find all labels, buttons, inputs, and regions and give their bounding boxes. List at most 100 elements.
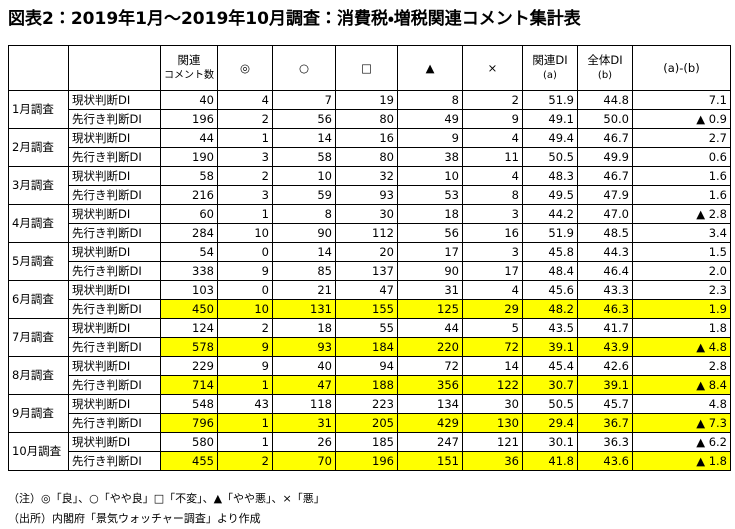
- value-cell: 10: [397, 166, 463, 186]
- header-text: コメント数: [164, 70, 214, 81]
- value-cell: 125: [397, 299, 463, 319]
- value-cell: 45.8: [522, 242, 578, 262]
- note-line: （出所）内閣府「景気ウォッチャー調査」より作成: [8, 512, 261, 525]
- value-cell: 220: [397, 337, 463, 357]
- value-cell: 70: [272, 451, 336, 471]
- value-cell: 11: [462, 147, 523, 167]
- value-cell: 9: [397, 128, 463, 148]
- value-cell: 2.3: [632, 280, 731, 300]
- value-cell: 796: [160, 413, 218, 433]
- value-cell: 7: [272, 90, 336, 110]
- value-cell: 0.6: [632, 147, 731, 167]
- value-cell: 16: [462, 223, 523, 243]
- value-cell: 190: [160, 147, 218, 167]
- value-cell: 4: [462, 128, 523, 148]
- row-label: 先行き判断DI: [68, 337, 161, 357]
- value-cell: 36: [462, 451, 523, 471]
- value-cell: 80: [335, 147, 398, 167]
- value-cell: 56: [272, 109, 336, 129]
- value-cell: 47: [335, 280, 398, 300]
- value-cell: 8: [272, 204, 336, 224]
- value-cell: 45.4: [522, 356, 578, 376]
- value-cell: 30.1: [522, 432, 578, 452]
- table: 関連 コメント数 ◎ ○ □ ▲ × 関連DI (a) 全体DI (b) (a)-(b) 1月調査 現状判…: [8, 45, 731, 471]
- row-label: 先行き判断DI: [68, 223, 161, 243]
- value-cell: 14: [272, 128, 336, 148]
- header-text: 関連: [177, 53, 201, 67]
- row-label: 先行き判断DI: [68, 147, 161, 167]
- value-cell: 40: [160, 90, 218, 110]
- value-cell: 36.3: [577, 432, 633, 452]
- value-cell: 155: [335, 299, 398, 319]
- value-cell: 46.3: [577, 299, 633, 319]
- data-row: 7月調査 現状判断DI 124 2 18 55 44 5 43.5 41.7 1.8: [8, 318, 731, 357]
- table-body: 関連 コメント数 ◎ ○ □ ▲ × 関連DI (a) 全体DI (b) (a)-(b) 1月調査 現状判…: [8, 45, 731, 471]
- month-cell: 2月調査: [8, 128, 69, 167]
- value-cell: 47: [272, 375, 336, 395]
- value-cell: 223: [335, 394, 398, 414]
- value-cell: 90: [397, 261, 463, 281]
- value-cell: 4: [462, 166, 523, 186]
- month-cell: 4月調査: [8, 204, 69, 243]
- value-cell: 196: [335, 451, 398, 471]
- value-cell: 39.1: [577, 375, 633, 395]
- value-cell: 2: [217, 109, 273, 129]
- note-line: （注）◎「良」、○「やや良」□「不変」、▲「やや悪」、×「悪」: [8, 492, 325, 505]
- value-cell: 17: [462, 261, 523, 281]
- row-label: 先行き判断DI: [68, 451, 161, 471]
- value-cell: 284: [160, 223, 218, 243]
- value-cell: 44.3: [577, 242, 633, 262]
- month-cell: 5月調査: [8, 242, 69, 281]
- value-cell: 55: [335, 318, 398, 338]
- month-cell: 6月調査: [8, 280, 69, 319]
- notes: （注）◎「良」、○「やや良」□「不変」、▲「やや悪」、×「悪」 （出所）内閣府「景…: [8, 489, 325, 529]
- data-row: 先行き判断DI 796 1 31 205 429 130 29.4 36.7 ▲ 7.3: [9, 413, 731, 433]
- value-cell: 247: [397, 432, 463, 452]
- value-cell: 85: [272, 261, 336, 281]
- value-cell: 216: [160, 185, 218, 205]
- value-cell: 44.2: [522, 204, 578, 224]
- value-cell: 94: [335, 356, 398, 376]
- value-cell: 2.8: [632, 356, 731, 376]
- value-cell: 1: [217, 375, 273, 395]
- value-cell: 7.1: [632, 90, 731, 110]
- value-cell: 3: [462, 204, 523, 224]
- value-cell: 44.8: [577, 90, 633, 110]
- value-cell: 356: [397, 375, 463, 395]
- value-cell: 46.7: [577, 166, 633, 186]
- value-cell: 48.2: [522, 299, 578, 319]
- month-cell: 7月調査: [8, 318, 69, 357]
- value-cell: ▲ 4.8: [632, 337, 731, 357]
- value-cell: 58: [160, 166, 218, 186]
- value-cell: 53: [397, 185, 463, 205]
- value-cell: 121: [462, 432, 523, 452]
- row-label: 現状判断DI: [68, 242, 161, 262]
- value-cell: 44: [397, 318, 463, 338]
- value-cell: 10: [272, 166, 336, 186]
- value-cell: 1.9: [632, 299, 731, 319]
- header-cell: 全体DI (b): [577, 45, 633, 91]
- value-cell: 0: [217, 242, 273, 262]
- data-row: 先行き判断DI 338 9 85 137 90 17 48.4 46.4 2.0: [9, 261, 731, 281]
- row-label: 先行き判断DI: [68, 185, 161, 205]
- data-row: 先行き判断DI 578 9 93 184 220 72 39.1 43.9 ▲ 4.8: [9, 337, 731, 357]
- row-label: 先行き判断DI: [68, 299, 161, 319]
- value-cell: 45.6: [522, 280, 578, 300]
- value-cell: 4.8: [632, 394, 731, 414]
- header-text: 全体DI: [587, 53, 623, 67]
- value-cell: 580: [160, 432, 218, 452]
- value-cell: 30.7: [522, 375, 578, 395]
- value-cell: 18: [272, 318, 336, 338]
- value-cell: 80: [335, 109, 398, 129]
- value-cell: 578: [160, 337, 218, 357]
- value-cell: 9: [217, 261, 273, 281]
- value-cell: 46.4: [577, 261, 633, 281]
- header-text: ×: [487, 61, 498, 75]
- value-cell: 118: [272, 394, 336, 414]
- row-label: 現状判断DI: [68, 394, 161, 414]
- row-label: 現状判断DI: [68, 128, 161, 148]
- value-cell: 130: [462, 413, 523, 433]
- value-cell: 455: [160, 451, 218, 471]
